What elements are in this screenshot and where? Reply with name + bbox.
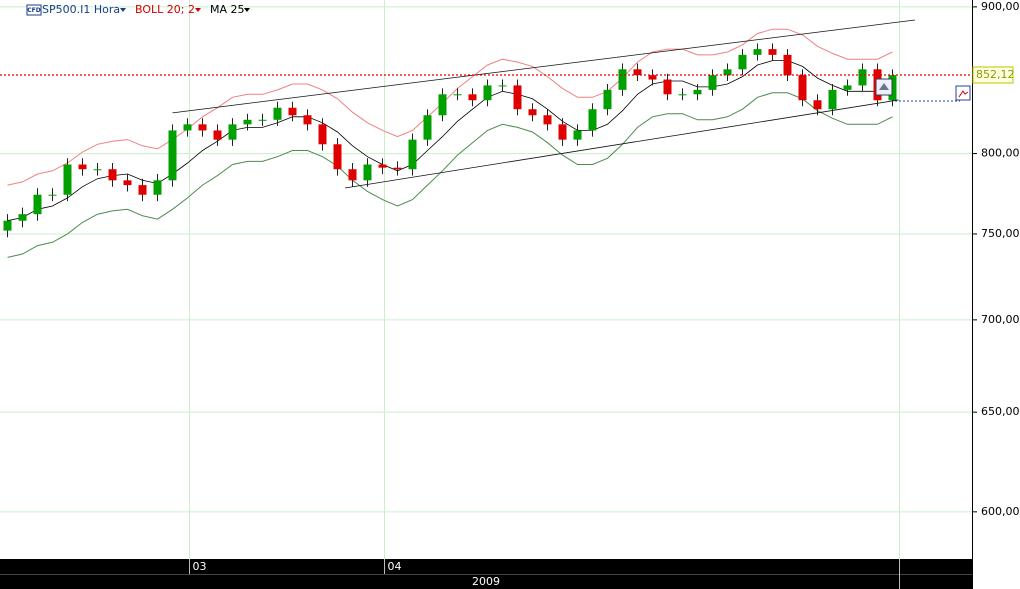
candle-body xyxy=(48,194,57,196)
candle-body xyxy=(483,85,492,101)
x-axis-label: 2009 xyxy=(472,575,500,588)
candle-body xyxy=(573,130,582,140)
candle-body xyxy=(558,124,567,140)
indicator-name[interactable]: BOLL 20; 2 xyxy=(135,3,195,16)
candle-body xyxy=(678,94,687,96)
candle-body xyxy=(843,85,852,90)
candle-body xyxy=(348,169,357,181)
candle-body xyxy=(213,130,222,140)
candle-body xyxy=(498,85,507,87)
x-tick-label: 04 xyxy=(388,560,402,573)
price-axis-panel xyxy=(972,0,1020,589)
candle-body xyxy=(273,107,282,120)
order-marker[interactable] xyxy=(875,78,971,102)
candle-body xyxy=(93,169,102,171)
candle-body xyxy=(63,164,72,195)
trade-glyph xyxy=(958,90,969,98)
candle-body xyxy=(543,115,552,125)
candle-body xyxy=(663,79,672,95)
candle-body xyxy=(438,94,447,116)
last-price-label: 852,12 xyxy=(976,68,1015,81)
candle-body xyxy=(798,75,807,101)
dropdown[interactable] xyxy=(120,8,126,12)
dropdown[interactable] xyxy=(195,8,201,12)
candle-body xyxy=(258,119,267,121)
candle-body xyxy=(828,89,837,110)
candles xyxy=(3,43,897,238)
candle-body xyxy=(18,214,27,221)
time-axis-bar xyxy=(0,559,972,574)
candle-body xyxy=(468,94,477,101)
candle-body xyxy=(243,119,252,125)
candle-body xyxy=(138,185,147,195)
trend-line xyxy=(344,99,899,189)
grid xyxy=(0,0,972,559)
candle-body xyxy=(393,167,402,170)
candle-body xyxy=(168,130,177,181)
y-tick-label: 600,00 xyxy=(981,505,1020,518)
badge: CFD xyxy=(27,7,41,14)
candle-body xyxy=(588,109,597,131)
candle-body xyxy=(708,75,717,90)
candle-body xyxy=(783,54,792,76)
candle-body xyxy=(753,49,762,55)
candle-body xyxy=(813,100,822,110)
candle-body xyxy=(378,164,387,168)
x-tick-label: 03 xyxy=(193,560,207,573)
legend: CFD SP500.I1 Hora BOLL 20; 2 MA 25 xyxy=(26,3,250,16)
overlays xyxy=(0,19,972,189)
candle-body xyxy=(528,109,537,116)
candle-body xyxy=(333,144,342,170)
candle-body xyxy=(228,124,237,140)
indicator-line xyxy=(7,92,893,258)
candle-body xyxy=(318,124,327,145)
y-tick-label: 650,00 xyxy=(981,405,1020,418)
candle-body xyxy=(198,124,207,131)
indicator-line xyxy=(7,28,893,186)
y-tick-label: 750,00 xyxy=(981,227,1020,240)
candle-body xyxy=(3,220,12,231)
candle-body xyxy=(78,164,87,170)
dropdown[interactable] xyxy=(244,8,250,12)
candle-body xyxy=(153,180,162,195)
candle-body xyxy=(408,139,417,170)
candle-body xyxy=(183,124,192,131)
indicator-name[interactable]: MA 25 xyxy=(210,3,245,16)
candle-body xyxy=(303,115,312,125)
candle-body xyxy=(648,75,657,80)
candle-body xyxy=(618,69,627,90)
badge-box xyxy=(26,4,42,16)
candle-body xyxy=(738,54,747,70)
symbol[interactable]: SP500.I1 Hora xyxy=(42,3,120,16)
plot-area xyxy=(0,0,972,559)
candle-body xyxy=(423,115,432,140)
y-tick-label: 800,00 xyxy=(981,147,1020,160)
candle-body xyxy=(858,69,867,86)
candle-body xyxy=(123,180,132,186)
candle-body xyxy=(693,89,702,95)
candle-body xyxy=(768,49,777,55)
candle-body xyxy=(33,194,42,215)
trade-button[interactable] xyxy=(955,85,971,101)
candle-body xyxy=(363,164,372,181)
candle-body xyxy=(288,107,297,116)
candle-body xyxy=(453,94,462,96)
candle-body xyxy=(633,69,642,76)
candle-body xyxy=(513,85,522,110)
last-price-box xyxy=(972,66,1014,84)
candle-body xyxy=(108,169,117,181)
year-axis-bar xyxy=(0,574,972,589)
trend-line xyxy=(172,19,916,114)
candle-body xyxy=(723,69,732,76)
candle-body xyxy=(603,89,612,110)
order-icon-glyph xyxy=(879,83,889,90)
y-tick-label: 700,00 xyxy=(981,313,1020,326)
y-tick-label: 900,00 xyxy=(981,0,1020,13)
